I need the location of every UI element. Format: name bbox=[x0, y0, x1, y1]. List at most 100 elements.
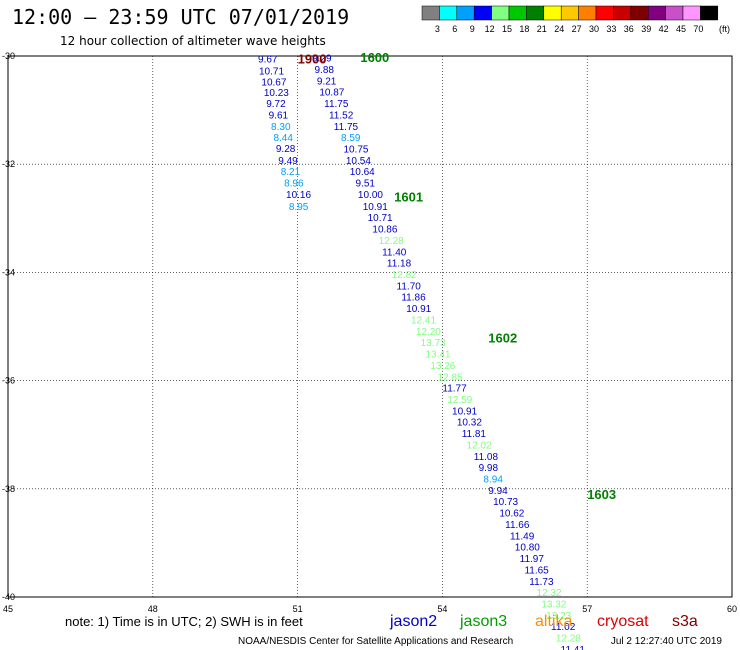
color-swatch-label: 15 bbox=[502, 24, 512, 34]
lat-tick-label: -34 bbox=[2, 267, 15, 277]
color-swatch-label: 33 bbox=[606, 24, 616, 34]
lon-tick-label: 48 bbox=[148, 604, 158, 614]
lon-tick-label: 51 bbox=[293, 604, 303, 614]
pass-time-label: 1603 bbox=[587, 487, 616, 502]
lat-tick-label: -30 bbox=[2, 51, 15, 61]
wave-height-label: 10.73 bbox=[493, 497, 518, 508]
color-swatch-label: 9 bbox=[470, 24, 475, 34]
wave-height-label: 10.32 bbox=[457, 418, 482, 429]
wave-height-label: 9.28 bbox=[276, 144, 296, 155]
wave-height-label: 9.51 bbox=[356, 179, 376, 190]
wave-height-label: 10.62 bbox=[499, 509, 524, 520]
wave-height-label: 9.88 bbox=[314, 65, 334, 76]
wave-height-label: 9.72 bbox=[266, 99, 286, 110]
wave-height-label: 11.49 bbox=[510, 531, 535, 542]
wave-height-label: 10.00 bbox=[358, 190, 383, 201]
color-scale-legend: 3 6 9 12 15 18 21 24 27 30 33 36 39 42 45 70 (ft) bbox=[421, 5, 730, 34]
wave-height-label: 12.59 bbox=[447, 395, 472, 406]
color-swatch-label: 18 bbox=[519, 24, 529, 34]
pass-time-label: 1600 bbox=[360, 50, 389, 65]
wave-height-label: 10.16 bbox=[286, 190, 311, 201]
wave-height-label: 10.23 bbox=[264, 88, 289, 99]
lat-tick-label: -36 bbox=[2, 376, 15, 386]
wave-height-label: 12.41 bbox=[411, 315, 436, 326]
wave-height-label: 9.94 bbox=[488, 486, 508, 497]
color-swatch-label: 36 bbox=[624, 24, 634, 34]
wave-height-label: 12.32 bbox=[537, 588, 562, 599]
wave-height-label: 13.32 bbox=[541, 599, 566, 610]
map-title: 12:00 – 23:59 UTC 07/01/2019 bbox=[12, 5, 350, 29]
wave-height-label: 10.67 bbox=[261, 77, 286, 88]
color-swatch-label: 30 bbox=[589, 24, 599, 34]
wave-height-label: 10.54 bbox=[346, 156, 371, 167]
pass-time-label: 1602 bbox=[488, 330, 517, 345]
wave-height-label: 11.86 bbox=[401, 293, 426, 304]
lon-tick-label: 60 bbox=[727, 604, 737, 614]
lat-tick-label: -38 bbox=[2, 484, 15, 494]
wave-height-label: 11.77 bbox=[442, 384, 467, 395]
wave-height-label: 11.41 bbox=[561, 645, 586, 650]
wave-height-label: 10.91 bbox=[452, 406, 477, 417]
wave-height-label: 9.29 bbox=[312, 54, 332, 65]
map-subtitle: 12 hour collection of altimeter wave hei… bbox=[60, 34, 326, 48]
color-swatch-label: 6 bbox=[452, 24, 457, 34]
color-swatch-label: 21 bbox=[537, 24, 547, 34]
wave-height-label: 8.95 bbox=[289, 202, 309, 213]
wave-height-label: 10.64 bbox=[350, 167, 375, 178]
wave-height-label: 10.91 bbox=[406, 304, 431, 315]
satellite-legend-jason2: jason2 bbox=[389, 613, 437, 630]
lat-tick-label: -32 bbox=[2, 159, 15, 169]
wave-height-label: 11.66 bbox=[505, 520, 530, 531]
wave-height-label: 8.59 bbox=[341, 133, 361, 144]
wave-height-label: 11.70 bbox=[397, 281, 422, 292]
color-swatch bbox=[700, 5, 719, 21]
pass-time-label: 1601 bbox=[394, 190, 423, 205]
satellite-legend-jason3: jason3 bbox=[459, 613, 507, 630]
wave-height-label: 12.28 bbox=[556, 634, 581, 645]
wave-height-label: 13.26 bbox=[430, 361, 455, 372]
wave-height-label: 12.28 bbox=[379, 236, 404, 247]
wave-height-label: 10.75 bbox=[343, 145, 368, 156]
wave-height-label: 8.44 bbox=[273, 133, 293, 144]
pass-time-label: 1900 bbox=[298, 52, 327, 67]
lon-tick-label: 54 bbox=[437, 604, 447, 614]
wave-height-label: 9.61 bbox=[269, 110, 289, 121]
satellite-legend-s3a: s3a bbox=[672, 613, 698, 630]
wave-height-label: 9.21 bbox=[317, 76, 337, 87]
color-swatch-label: 39 bbox=[641, 24, 651, 34]
satellite-legend-altika: altika bbox=[535, 613, 572, 630]
color-swatch-label: 24 bbox=[554, 24, 564, 34]
wave-height-label: 11.97 bbox=[520, 554, 545, 565]
color-scale-unit: (ft) bbox=[719, 24, 730, 34]
lon-tick-label: 57 bbox=[582, 604, 592, 614]
credit-text: NOAA/NESDIS Center for Satellite Applica… bbox=[238, 636, 513, 647]
wave-height-label: 10.87 bbox=[319, 88, 344, 99]
wave-height-label: 9.49 bbox=[278, 156, 298, 167]
wave-height-label: 8.94 bbox=[483, 475, 503, 486]
wave-height-label: 12.82 bbox=[392, 270, 417, 281]
wave-height-label: 12.85 bbox=[438, 372, 463, 383]
wave-height-label: 11.40 bbox=[382, 247, 407, 258]
wave-height-label: 11.65 bbox=[524, 565, 549, 576]
wave-height-label: 12.02 bbox=[467, 440, 492, 451]
wave-height-label: 10.71 bbox=[368, 213, 393, 224]
color-swatch-label: 12 bbox=[485, 24, 495, 34]
wave-height-label: 13.23 bbox=[546, 611, 571, 622]
wave-height-label: 9.98 bbox=[479, 463, 499, 474]
satellite-legend-cryosat: cryosat bbox=[597, 613, 649, 630]
color-swatch-label: 42 bbox=[659, 24, 669, 34]
wave-height-label: 11.02 bbox=[551, 622, 576, 633]
wave-height-label: 11.75 bbox=[324, 99, 349, 110]
lon-tick-label: 45 bbox=[3, 604, 13, 614]
map-frame bbox=[7, 55, 733, 598]
wave-height-label: 11.08 bbox=[474, 452, 499, 463]
lat-tick-label: -40 bbox=[2, 592, 15, 602]
wave-height-label: 11.18 bbox=[387, 259, 412, 270]
wave-height-label: 10.91 bbox=[363, 202, 388, 213]
wave-height-label: 8.96 bbox=[284, 179, 304, 190]
timestamp-text: Jul 2 12:27:40 UTC 2019 bbox=[611, 636, 723, 647]
wave-height-label: 10.86 bbox=[372, 225, 397, 236]
color-swatch-label: 45 bbox=[676, 24, 686, 34]
wave-height-label: 13.41 bbox=[426, 350, 451, 361]
